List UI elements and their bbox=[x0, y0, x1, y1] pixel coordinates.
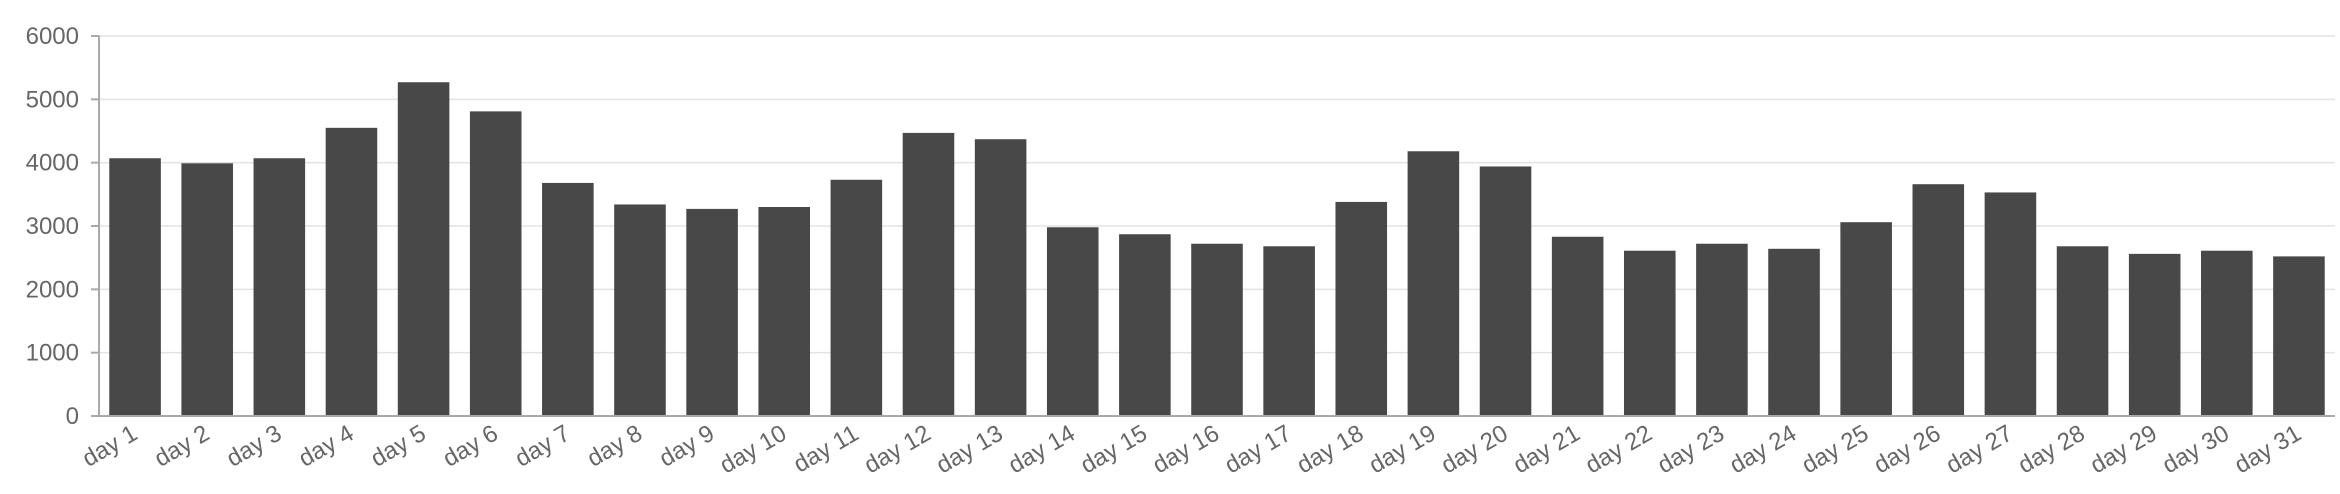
bar-day-25 bbox=[1840, 222, 1892, 416]
x-tick-label: day 6 bbox=[438, 420, 502, 473]
y-tick-label: 5000 bbox=[26, 86, 79, 113]
y-tick-label: 0 bbox=[66, 403, 79, 430]
bar-day-26 bbox=[1912, 184, 1965, 416]
bar-day-3 bbox=[253, 158, 306, 416]
x-tick-label: day 24 bbox=[1725, 420, 1801, 479]
x-tick-label: day 28 bbox=[2014, 420, 2090, 479]
x-tick-label: day 25 bbox=[1797, 420, 1873, 479]
x-tick-label: day 16 bbox=[1148, 420, 1224, 479]
bar-day-8 bbox=[614, 204, 666, 416]
x-tick-label: day 10 bbox=[715, 420, 791, 479]
x-tick-label: day 22 bbox=[1581, 420, 1657, 479]
x-axis-ticks: day 1 day 2 day 3 day 4 day 5 day 6 day 7 day 8… bbox=[78, 420, 2306, 479]
bar-day-13 bbox=[974, 139, 1027, 416]
bar-day-16 bbox=[1191, 243, 1243, 416]
y-tick-label: 2000 bbox=[26, 276, 79, 303]
bar-day-21 bbox=[1551, 236, 1604, 416]
bar-day-30 bbox=[2201, 250, 2253, 416]
bar-day-22 bbox=[1623, 250, 1676, 416]
y-tick-label: 1000 bbox=[26, 340, 79, 367]
x-tick-label: day 3 bbox=[222, 420, 286, 473]
bar-day-20 bbox=[1479, 166, 1532, 416]
x-tick-label: day 2 bbox=[150, 420, 214, 473]
x-tick-label: day 23 bbox=[1653, 420, 1729, 479]
x-tick-label: day 15 bbox=[1076, 420, 1152, 479]
y-tick-label: 4000 bbox=[26, 150, 79, 177]
bar-day-9 bbox=[686, 208, 738, 416]
x-tick-label: day 17 bbox=[1220, 420, 1296, 479]
y-tick-label: 6000 bbox=[26, 23, 79, 50]
x-tick-label: day 9 bbox=[655, 420, 719, 473]
x-tick-label: day 27 bbox=[1942, 420, 2018, 479]
x-tick-label: day 8 bbox=[583, 420, 647, 473]
x-tick-label: day 12 bbox=[860, 420, 936, 479]
bars bbox=[109, 82, 2325, 416]
x-tick-label: day 18 bbox=[1292, 420, 1368, 479]
x-tick-label: day 4 bbox=[294, 420, 358, 473]
x-tick-label: day 31 bbox=[2230, 420, 2306, 479]
bar-day-12 bbox=[902, 132, 955, 416]
x-tick-label: day 29 bbox=[2086, 420, 2162, 479]
y-tick-label: 3000 bbox=[26, 213, 79, 240]
x-tick-label: day 21 bbox=[1509, 420, 1585, 479]
bar-day-7 bbox=[542, 182, 594, 416]
bar-day-17 bbox=[1263, 246, 1315, 416]
bar-day-19 bbox=[1407, 151, 1460, 416]
x-tick-label: day 20 bbox=[1437, 420, 1513, 479]
y-axis-ticks: 0 1000 2000 3000 4000 5000 6000 bbox=[26, 23, 99, 430]
x-tick-label: day 26 bbox=[1869, 420, 1945, 479]
bar-day-5 bbox=[397, 82, 450, 416]
bar-day-10 bbox=[758, 207, 811, 416]
bar-day-15 bbox=[1119, 234, 1171, 416]
x-tick-label: day 11 bbox=[789, 420, 863, 479]
x-tick-label: day 1 bbox=[78, 420, 142, 473]
bar-day-4 bbox=[325, 127, 378, 416]
x-tick-label: day 14 bbox=[1004, 420, 1080, 479]
bar-day-11 bbox=[830, 179, 883, 416]
bar-day-27 bbox=[1984, 192, 2037, 416]
bar-day-6 bbox=[469, 111, 522, 416]
x-tick-label: day 30 bbox=[2158, 420, 2234, 479]
x-tick-label: day 7 bbox=[510, 420, 574, 473]
bar-day-29 bbox=[2128, 253, 2181, 416]
bar-day-1 bbox=[109, 158, 161, 416]
bar-day-31 bbox=[2273, 256, 2325, 416]
x-tick-label: day 13 bbox=[932, 420, 1008, 479]
bar-day-2 bbox=[181, 163, 233, 416]
bar-day-14 bbox=[1046, 227, 1099, 416]
x-tick-label: day 19 bbox=[1364, 420, 1440, 479]
bar-day-18 bbox=[1335, 201, 1388, 416]
bar-day-28 bbox=[2056, 246, 2109, 416]
bar-day-24 bbox=[1768, 248, 1820, 416]
x-tick-label: day 5 bbox=[366, 420, 430, 473]
bar-day-23 bbox=[1696, 243, 1748, 416]
